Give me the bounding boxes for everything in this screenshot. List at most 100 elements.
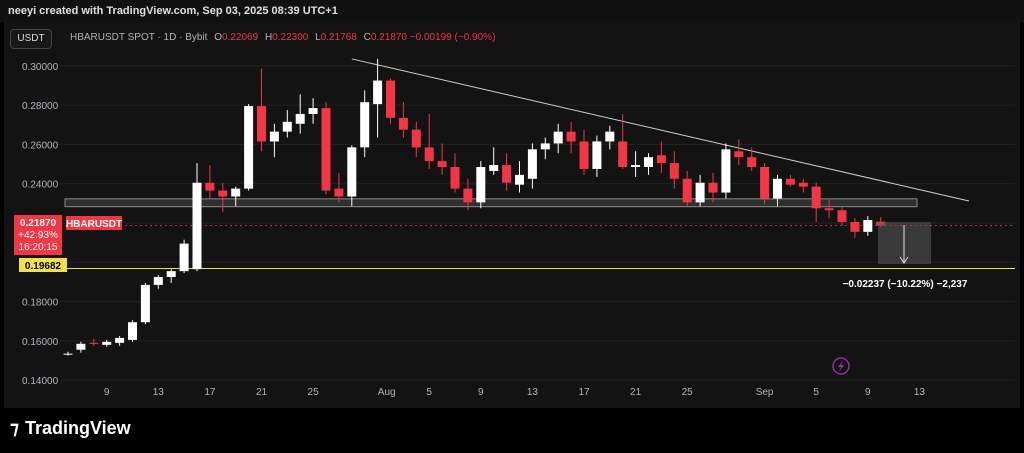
price-tag-countdown: 16:20:15	[19, 242, 58, 253]
candle	[553, 123, 563, 154]
candle	[360, 90, 370, 158]
candle-body	[437, 161, 447, 168]
candle	[128, 320, 137, 342]
candle-body	[502, 165, 512, 183]
candle	[386, 78, 395, 124]
high-value: 0.22300	[272, 32, 309, 43]
candle-body	[115, 337, 125, 343]
candle-body	[153, 277, 163, 285]
x-tick-label: 17	[204, 387, 216, 398]
candle	[566, 121, 576, 154]
candle-body	[398, 117, 408, 130]
candle-body	[166, 271, 176, 278]
candle	[785, 174, 795, 187]
y-tick-label: 0.26000	[22, 140, 59, 151]
candle-body	[463, 188, 473, 203]
x-tick-label: 13	[153, 387, 165, 398]
candle-body	[321, 108, 331, 191]
candle	[811, 182, 821, 223]
candle-body	[863, 220, 873, 232]
candle-body	[656, 155, 666, 164]
trendline[interactable]	[351, 58, 970, 202]
price-tag-change: +42.93%	[18, 230, 58, 241]
candle	[579, 129, 589, 175]
candle-body	[244, 106, 254, 189]
candle	[656, 141, 666, 173]
candle	[824, 198, 834, 219]
candle	[527, 143, 537, 189]
candle-body	[644, 157, 653, 168]
candle	[644, 153, 653, 175]
candle	[347, 145, 357, 207]
y-tick-label: 0.18000	[22, 298, 59, 309]
candle	[373, 58, 383, 138]
candle-body	[837, 210, 847, 223]
symbol-label: HBARUSDT SPOT · 1D · Bybit	[70, 32, 208, 43]
candle	[244, 104, 254, 191]
candle-body	[695, 182, 705, 203]
candle	[218, 182, 228, 213]
candle-body	[734, 151, 744, 158]
candle-body	[773, 178, 782, 199]
x-tick-label: 5	[426, 387, 432, 398]
candle-body	[785, 178, 795, 185]
candle	[721, 143, 731, 199]
candle-body	[527, 149, 537, 179]
candle	[863, 216, 873, 236]
candle	[747, 147, 757, 171]
candle	[476, 161, 486, 209]
candle	[295, 94, 305, 134]
candle	[450, 153, 460, 193]
chart-panel[interactable]	[4, 22, 1020, 408]
measure-tool[interactable]: −0.02237 (−10.22%) −2,237	[843, 222, 968, 290]
candle	[618, 113, 628, 169]
candle	[153, 275, 163, 289]
candle-body	[334, 188, 344, 197]
candle-body	[179, 243, 189, 272]
candle-body	[218, 190, 228, 197]
candle	[102, 339, 112, 347]
y-axis: 0.30000 0.28000 0.26000 0.24000 0.18000 0.160…	[22, 62, 59, 387]
tradingview-logo[interactable]: ⁊ TradingView	[10, 418, 131, 439]
price-tag: 0.21870 +42.93% 16:20:15 HBARUSDT	[14, 215, 122, 255]
level-tag-text: 0.19682	[25, 261, 62, 272]
candle-body	[411, 129, 421, 148]
candle	[89, 338, 99, 346]
x-tick-label: 9	[104, 387, 110, 398]
watermark-title: neeyi created with TradingView.com, Sep …	[8, 5, 338, 17]
candle-body	[515, 174, 524, 185]
high-label: H	[264, 32, 273, 43]
candle-body	[824, 208, 834, 211]
candle	[334, 172, 344, 203]
candle-body	[708, 182, 718, 193]
currency-button[interactable]: USDT	[10, 29, 52, 49]
candle	[669, 151, 679, 189]
y-tick-label: 0.16000	[22, 337, 59, 348]
candle-body	[489, 165, 499, 171]
close-value: 0.21870	[370, 32, 407, 43]
candle-body	[282, 121, 292, 132]
logo-text: TradingView	[24, 418, 131, 438]
open-value: 0.22069	[222, 32, 259, 43]
x-tick-label: 21	[256, 387, 268, 398]
measure-arrowhead	[899, 256, 909, 264]
close-label: C	[363, 32, 371, 43]
x-tick-label: 13	[527, 387, 539, 398]
candle	[205, 165, 215, 199]
candle-body	[128, 322, 137, 340]
x-tick-label: 13	[914, 387, 926, 398]
candle	[695, 174, 705, 207]
x-tick-label: 21	[630, 387, 642, 398]
candle	[166, 269, 176, 283]
candle-body	[295, 113, 305, 124]
low-value: 0.21768	[320, 32, 357, 43]
candle	[437, 143, 447, 175]
symbol-tag: HBARUSDT	[66, 219, 122, 230]
footer	[0, 408, 1024, 453]
support-zone	[64, 198, 918, 208]
lightning-icon[interactable]	[832, 357, 850, 375]
candle-body	[102, 341, 112, 345]
candle	[231, 186, 241, 207]
candle	[850, 218, 860, 238]
